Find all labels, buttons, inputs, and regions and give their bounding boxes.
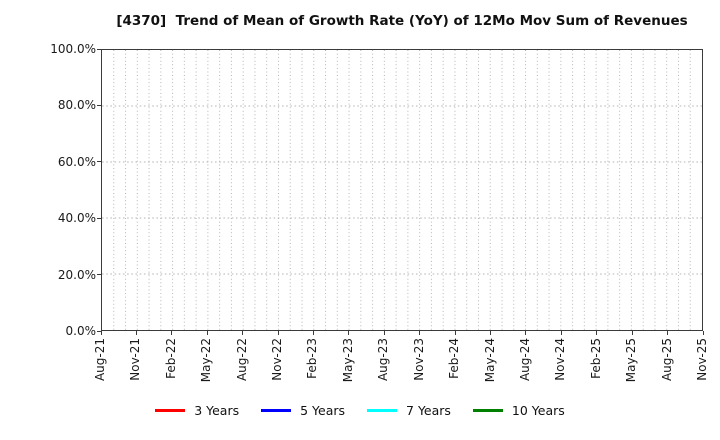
- legend-line-swatch: [155, 409, 186, 412]
- x-tick-label: May-22: [199, 338, 214, 383]
- y-tick-mark: [97, 217, 101, 219]
- x-tick-label: Feb-22: [163, 338, 178, 379]
- y-tick-mark: [97, 104, 101, 106]
- x-tick-label: Aug-24: [517, 338, 532, 382]
- x-tick-label: Aug-25: [659, 338, 674, 382]
- x-tick-label: Nov-21: [128, 338, 143, 381]
- x-tick-mark: [135, 331, 137, 335]
- x-tick-mark: [100, 331, 102, 335]
- legend-label: 10 Years: [511, 403, 565, 418]
- legend-line-swatch: [472, 409, 503, 412]
- chart-title: [4370] Trend of Mean of Growth Rate (YoY…: [116, 13, 688, 29]
- x-tick-mark: [631, 331, 633, 335]
- x-tick-mark: [525, 331, 527, 335]
- x-tick-mark: [206, 331, 208, 335]
- x-tick-mark: [596, 331, 598, 335]
- legend-item: 10 Years: [472, 403, 565, 418]
- x-tick-label: Aug-21: [93, 338, 107, 382]
- x-tick-label: Nov-24: [553, 338, 568, 381]
- plot-area: [101, 49, 703, 331]
- x-tick-mark: [667, 331, 669, 335]
- legend-item: 7 Years: [367, 403, 451, 418]
- x-tick-mark: [560, 331, 562, 335]
- x-tick-mark: [277, 331, 279, 335]
- x-tick-mark: [454, 331, 456, 335]
- y-tick-mark: [97, 330, 101, 332]
- legend-label: 3 Years: [194, 403, 240, 418]
- legend-label: 5 Years: [300, 403, 346, 418]
- y-tick-mark: [97, 48, 101, 50]
- legend-item: 5 Years: [261, 403, 345, 418]
- x-tick-mark: [383, 331, 385, 335]
- x-tick-label: Aug-22: [234, 338, 249, 382]
- legend-line-swatch: [367, 409, 398, 412]
- legend: 3 Years 5 Years 7 Years 10 Years: [0, 403, 720, 418]
- x-tick-mark: [242, 331, 244, 335]
- y-tick-label: 100.0%: [50, 42, 96, 56]
- y-tick-label: 0.0%: [65, 324, 97, 338]
- legend-label: 7 Years: [406, 403, 451, 418]
- x-tick-mark: [419, 331, 421, 335]
- x-tick-mark: [348, 331, 350, 335]
- x-tick-label: Nov-25: [695, 338, 709, 381]
- y-tick-label: 60.0%: [57, 154, 96, 169]
- grid-lines: [102, 50, 702, 330]
- x-tick-label: Feb-24: [447, 338, 462, 379]
- x-tick-label: May-25: [624, 338, 639, 383]
- x-tick-mark: [312, 331, 314, 335]
- y-tick-mark: [97, 274, 101, 276]
- x-tick-mark: [702, 331, 704, 335]
- legend-item: 3 Years: [155, 403, 239, 418]
- y-tick-mark: [97, 161, 101, 163]
- x-tick-label: May-24: [482, 338, 497, 383]
- x-tick-label: Feb-23: [305, 338, 320, 379]
- x-tick-label: Aug-23: [376, 338, 391, 382]
- x-tick-label: Nov-22: [270, 338, 285, 381]
- y-tick-label: 40.0%: [57, 211, 96, 226]
- y-tick-label: 80.0%: [57, 98, 96, 113]
- y-tick-label: 20.0%: [57, 267, 96, 282]
- x-tick-label: Feb-25: [588, 338, 603, 379]
- x-tick-label: May-23: [340, 338, 355, 383]
- legend-line-swatch: [261, 409, 292, 412]
- x-tick-label: Nov-23: [411, 338, 426, 381]
- x-tick-mark: [171, 331, 173, 335]
- x-tick-mark: [490, 331, 492, 335]
